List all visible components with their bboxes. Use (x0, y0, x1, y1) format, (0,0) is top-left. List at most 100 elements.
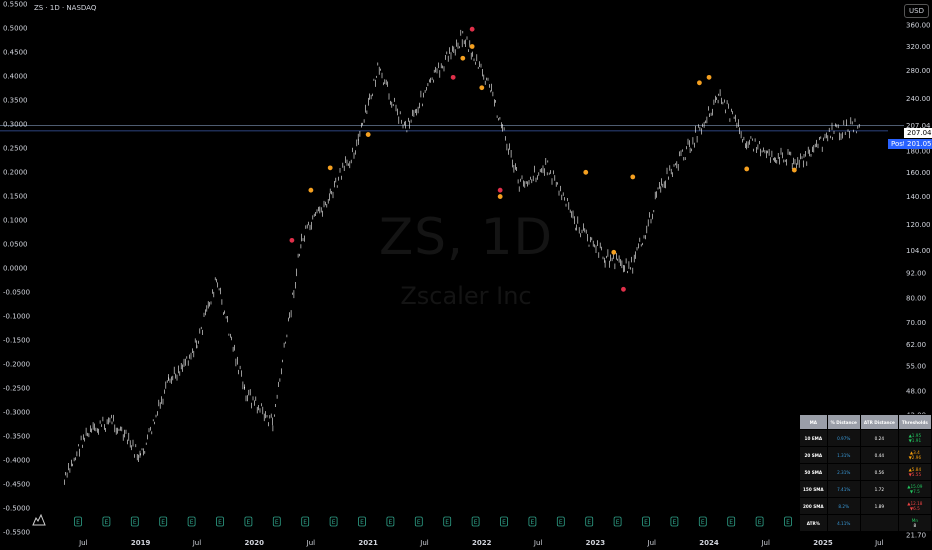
ma-row-pct: 0.97% (826, 429, 861, 447)
left-axis: 0.5500 0.5000 0.4500 0.4000 0.3500 0.3000 0.25… (3, 1, 30, 537)
last-price-tag: 207.04 (904, 128, 932, 138)
earnings-icon-frame (698, 516, 707, 527)
currency-button[interactable]: USD (904, 4, 929, 18)
x-tick-label: Jul (533, 539, 543, 547)
right-tick-label: 80.00 (906, 295, 926, 303)
left-tick-label: 0.3500 (3, 97, 28, 105)
ma-distance-table: MA % Distance ATR Distance Thresholds 10… (799, 414, 932, 532)
ma-row-thresholds: ▲5.84 ▼5.55 (897, 463, 932, 481)
earnings-e-icon: E (727, 516, 736, 527)
ma-row-pct: 7.41% (826, 480, 861, 498)
earnings-icon-frame (102, 516, 111, 527)
right-tick-label: 240.00 (906, 95, 931, 103)
ma-row-atr: 0.24 (859, 429, 899, 447)
right-tick-label: 180.00 (906, 147, 931, 155)
left-tick-label: -0.4000 (3, 457, 30, 465)
signal-markers (289, 26, 797, 292)
earnings-icon-frame (727, 516, 736, 527)
watermark-name: Zscaler Inc (400, 282, 532, 310)
post-price-tag: 201.05 (904, 139, 932, 149)
earnings-icon-glyph: E (218, 519, 222, 526)
right-tick-label: 21.70 (906, 532, 926, 540)
tradingview-logo-icon[interactable] (32, 514, 46, 526)
ma-row: 10 EMA 0.97% 0.24 ▲1.95 ▼1.91 (799, 429, 932, 447)
left-tick-label: 0.1000 (3, 217, 28, 225)
earnings-icon-glyph: E (360, 519, 364, 526)
left-tick-label: 0.4500 (3, 49, 28, 57)
right-tick-label: 62.00 (906, 341, 926, 349)
left-tick-label: 0.1500 (3, 193, 28, 201)
price-series (64, 29, 860, 485)
earnings-e-icon: E (414, 516, 423, 527)
threshold-down: ▼5.55 (908, 472, 922, 477)
orange-marker (460, 55, 466, 61)
earnings-e-icon: E (755, 516, 764, 527)
orange-marker (706, 74, 712, 80)
earnings-icon-glyph: E (190, 519, 194, 526)
x-tick-label: 2021 (358, 539, 378, 547)
left-tick-label: 0.2500 (3, 145, 28, 153)
earnings-icon-glyph: E (701, 519, 705, 526)
earnings-icon-frame (216, 516, 224, 527)
ma-row-pct: 4.11% (826, 514, 861, 532)
threshold-up: Mn (911, 518, 918, 523)
earnings-icon-frame (784, 516, 792, 527)
x-tick-label: Jul (192, 539, 202, 547)
left-tick-label: -0.0500 (3, 289, 30, 297)
earnings-icon-glyph: E (644, 519, 648, 526)
ma-row-atr: 0.44 (859, 446, 899, 464)
left-tick-label: -0.4500 (3, 481, 30, 489)
left-tick-label: -0.1000 (3, 313, 30, 321)
earnings-icon-glyph: E (389, 519, 393, 526)
right-tick-label: 70.00 (906, 319, 926, 327)
earnings-icon-glyph: E (786, 519, 790, 526)
right-tick-label: 360.00 (906, 22, 931, 30)
orange-marker (327, 165, 333, 171)
earnings-e-icon: E (500, 516, 508, 527)
earnings-e-icon: E (670, 516, 679, 527)
right-tick-label: 92.00 (906, 269, 926, 277)
earnings-icon-glyph: E (161, 519, 165, 526)
earnings-icon-frame (358, 516, 366, 527)
earnings-icon-glyph: E (105, 519, 109, 526)
right-tick-label: 55.00 (906, 363, 926, 371)
earnings-icon-frame (414, 516, 423, 527)
earnings-e-icon: E (216, 516, 224, 527)
earnings-icon-glyph: E (445, 519, 449, 526)
earnings-icon-glyph: E (502, 519, 506, 526)
earnings-icon-glyph: E (247, 519, 251, 526)
earnings-e-icon: E (159, 516, 168, 527)
ma-row-atr: 1.89 (859, 497, 899, 515)
earnings-icon-frame (613, 516, 622, 527)
left-tick-label: -0.2000 (3, 361, 30, 369)
earnings-e-icon: E (187, 516, 196, 527)
x-tick-label: Jul (419, 539, 429, 547)
earnings-icon-glyph: E (303, 519, 307, 526)
earnings-e-icon: E (784, 516, 792, 527)
left-tick-label: 0.0000 (3, 265, 28, 273)
earnings-e-icon: E (642, 516, 650, 527)
orange-marker (791, 167, 797, 173)
right-tick-label: 48.00 (906, 387, 926, 395)
header-pct-distance: % Distance (826, 414, 861, 430)
ma-row-atr (859, 514, 899, 532)
ma-row-atr: 1.72 (859, 480, 899, 498)
orange-marker (744, 166, 750, 172)
orange-marker (365, 132, 371, 137)
earnings-icon-glyph: E (417, 519, 421, 526)
earnings-e-icon: E (244, 516, 253, 527)
earnings-icon-frame (329, 516, 338, 527)
red-marker (497, 187, 503, 193)
earnings-icon-frame (471, 516, 480, 527)
orange-marker (630, 174, 636, 180)
orange-marker (611, 249, 617, 255)
symbol-label[interactable]: ZS · 1D · NASDAQ (34, 4, 97, 12)
earnings-icon-frame (272, 516, 281, 527)
orange-marker (469, 44, 475, 49)
earnings-e-icon: E (130, 516, 139, 527)
earnings-e-icon: E (528, 516, 537, 527)
earnings-icon-glyph: E (474, 519, 478, 526)
left-tick-label: -0.2500 (3, 385, 30, 393)
ma-row-pct: 8.2% (826, 497, 861, 515)
